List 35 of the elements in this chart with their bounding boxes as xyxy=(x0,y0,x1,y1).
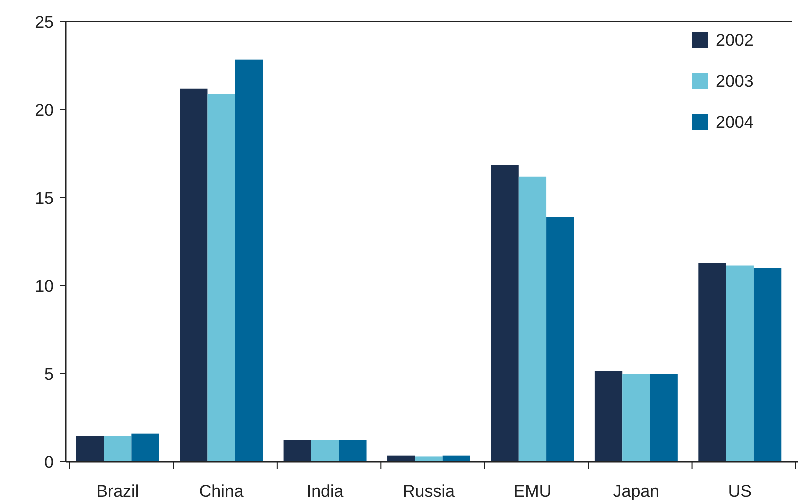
x-tick-label: Brazil xyxy=(96,482,140,501)
x-tick-label: US xyxy=(728,482,752,501)
y-tick-label: 5 xyxy=(44,364,54,384)
bar xyxy=(180,88,208,462)
y-tick-label: 10 xyxy=(35,276,54,296)
legend-label: 2003 xyxy=(716,72,754,91)
x-tick-label: China xyxy=(199,482,244,501)
bar xyxy=(726,266,754,462)
bar xyxy=(622,374,650,462)
bar xyxy=(208,94,236,462)
y-tick-label: 25 xyxy=(35,12,54,32)
bar xyxy=(235,60,264,462)
x-tick-label: EMU xyxy=(514,482,552,501)
legend-label: 2002 xyxy=(716,30,754,50)
bar xyxy=(76,436,104,462)
x-tick-label: India xyxy=(306,482,344,501)
bar xyxy=(546,217,574,462)
bar xyxy=(491,165,519,462)
x-tick-label: Japan xyxy=(613,482,660,501)
bar xyxy=(594,371,623,462)
bar xyxy=(284,440,312,462)
y-tick-label: 15 xyxy=(35,188,54,208)
x-tick-label: Russia xyxy=(403,482,456,501)
bar xyxy=(415,456,443,462)
legend-label: 2004 xyxy=(716,112,754,132)
y-tick-label: 20 xyxy=(35,100,54,120)
bar xyxy=(650,374,678,462)
bar xyxy=(339,440,367,462)
bar xyxy=(132,434,160,462)
bar xyxy=(698,263,726,462)
bar xyxy=(518,176,547,462)
y-tick-label: 0 xyxy=(44,452,54,472)
bar xyxy=(311,440,340,462)
bar xyxy=(104,436,132,462)
bar xyxy=(754,268,782,462)
